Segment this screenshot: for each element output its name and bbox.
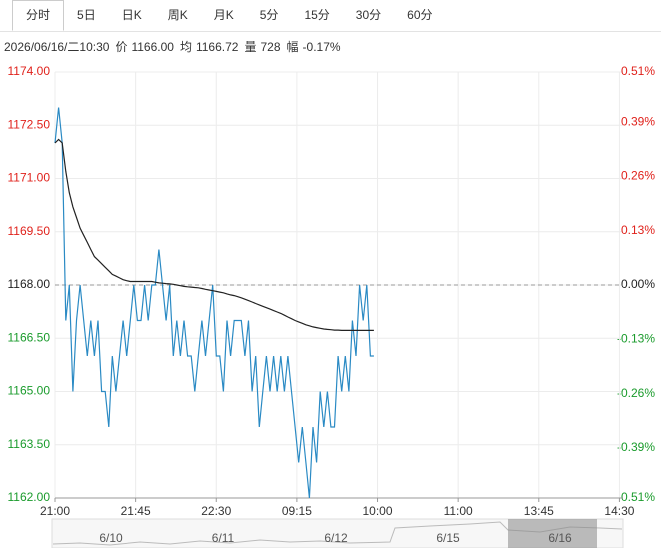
tab[interactable]: 30分 [355,8,382,22]
tab[interactable]: 5日 [77,8,96,22]
y2-tick-label: 0.51% [621,64,655,78]
info-label: 量 [244,40,257,54]
y-tick-label: 1162.00 [8,490,51,504]
info-value: -0.17% [302,40,341,54]
y2-tick-label: -0.51% [617,490,655,504]
info-label: 幅 [286,40,299,54]
y-tick-label: 1172.50 [8,117,51,131]
x-tick-label: 14:30 [604,504,634,518]
tab[interactable]: 分时 [12,0,65,31]
x-tick-label: 09:15 [282,504,312,518]
info-label: 均 [179,40,192,54]
navigator-label: 6/15 [436,531,460,545]
x-tick-label: 21:00 [40,504,70,518]
y-tick-label: 1166.50 [8,330,51,344]
datetime: 2026/06/16/二10:30 [4,40,110,54]
quote-info: 2026/06/16/二10:30 价 1166.00 均 1166.72 量 728 幅 -0… [4,38,347,55]
x-tick-label: 22:30 [201,504,231,518]
navigator-label: 6/16 [548,531,572,545]
y2-tick-label: 0.39% [621,114,655,128]
tab[interactable]: 15分 [304,8,330,22]
info-value: 1166.00 [131,40,174,54]
average-line [54,138,374,331]
y-tick-label: 1163.50 [8,437,51,451]
y-tick-label: 1165.00 [8,384,51,398]
navigator-label: 6/12 [324,531,348,545]
y2-tick-label: 0.26% [621,169,655,183]
x-tick-label: 11:00 [444,504,473,518]
y-tick-label: 1174.00 [8,64,51,78]
info-value: 1166.72 [195,40,239,54]
navigator-window[interactable] [508,519,597,548]
navigator-label: 6/11 [212,531,235,545]
x-tick-label: 13:45 [524,504,554,518]
tab-bar: 分时 5日 日K 周K 月K 5分 15分 30分 60分 [0,0,661,32]
y-tick-label: 1171.00 [8,171,51,185]
tab[interactable]: 日K [121,8,142,22]
y2-tick-label: 0.13% [621,223,655,237]
info-label: 价 [115,40,128,54]
y-tick-label: 1168.00 [8,277,51,291]
y-tick-label: 1169.50 [8,224,51,238]
tab[interactable]: 5分 [259,8,279,22]
tab[interactable]: 周K [167,8,188,22]
y2-tick-label: -0.13% [617,331,655,345]
tab[interactable]: 60分 [407,8,433,22]
y2-tick-label: 0.00% [621,277,655,291]
x-tick-label: 10:00 [363,504,393,518]
y2-tick-label: -0.39% [617,440,655,454]
tab[interactable]: 月K [213,8,234,22]
navigator-label: 6/10 [99,531,123,545]
info-value: 728 [260,40,281,54]
x-tick-label: 21:45 [121,504,151,518]
y2-tick-label: -0.26% [617,386,655,400]
price-line [54,107,374,499]
